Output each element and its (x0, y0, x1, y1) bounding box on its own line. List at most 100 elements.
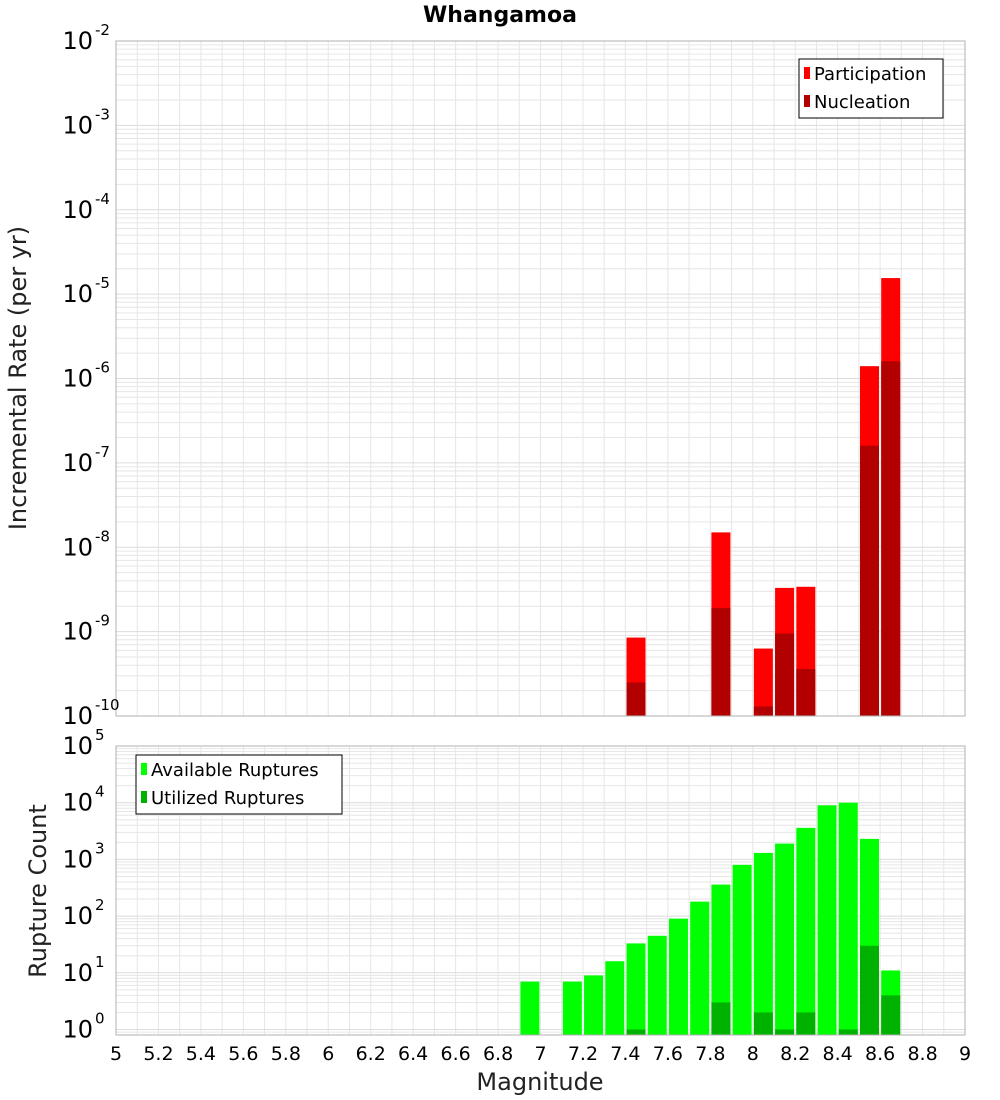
count-plot-frame (115, 745, 966, 1036)
legend-label-participation: Participation (814, 64, 926, 85)
legend-label-available: Available Ruptures (151, 760, 319, 781)
count-ytick-base: 10 (62, 732, 93, 760)
rate-bar-s1 (753, 706, 773, 716)
count-ytick-exponent: 3 (95, 839, 105, 857)
x-tick-label: 5.2 (143, 1043, 173, 1065)
rate-ytick-base: 10 (62, 533, 93, 561)
rate-bar-s1 (796, 669, 816, 716)
legend-swatch-nucleation (804, 95, 810, 107)
rate-ytick-base: 10 (62, 449, 93, 477)
count-bar-s0 (562, 981, 582, 1035)
count-ytick-base: 10 (62, 959, 93, 987)
count-bar-s1 (796, 1012, 816, 1035)
rate-plot-frame (115, 40, 966, 717)
rate-y-axis-label: Incremental Rate (per yr) (4, 226, 32, 530)
count-bar-s0 (838, 802, 858, 1035)
count-bars (520, 802, 901, 1035)
rate-ytick-exponent: -2 (95, 21, 110, 39)
count-bar-s0 (817, 805, 837, 1035)
count-bar-s0 (796, 827, 816, 1035)
count-bar-s0 (647, 935, 667, 1035)
rate-grid (116, 41, 965, 716)
x-ticks: 5 5.2 5.4 5.6 5.8 6 6.2 6.4 6.6 6.8 7 7.2 7.4 7.6 7.8 8… (110, 1043, 971, 1065)
count-legend: Available Ruptures Utilized Ruptures (135, 754, 343, 815)
rate-ytick-exponent: -4 (95, 190, 110, 208)
rate-ytick-exponent: -3 (95, 105, 110, 123)
count-bar-s0 (520, 981, 540, 1035)
count-ytick-base: 10 (62, 789, 93, 817)
rate-ytick-base: 10 (62, 27, 93, 55)
rate-ytick-exponent: -9 (95, 612, 110, 630)
count-ytick-exponent: 1 (95, 953, 105, 971)
count-bar-s1 (753, 1012, 773, 1035)
x-tick-label: 8 (747, 1043, 759, 1065)
count-ytick-base: 10 (62, 902, 93, 930)
rate-bar-s1 (626, 682, 646, 716)
rate-bars (626, 278, 901, 716)
x-axis-label: Magnitude (476, 1068, 603, 1096)
x-tick-label: 5.8 (271, 1043, 301, 1065)
rate-ytick-base: 10 (62, 196, 93, 224)
count-bar-s0 (605, 961, 625, 1035)
count-ytick-exponent: 4 (95, 783, 105, 801)
count-ytick-exponent: 0 (95, 1010, 105, 1028)
count-bar-s0 (690, 901, 710, 1035)
x-tick-label: 5 (110, 1043, 122, 1065)
rate-ytick-base: 10 (62, 280, 93, 308)
x-tick-label: 6.6 (440, 1043, 470, 1065)
rate-bar-s1 (881, 361, 901, 716)
legend-swatch-utilized (141, 791, 147, 803)
count-bar-s1 (775, 1029, 795, 1035)
count-ytick-base: 10 (62, 1016, 93, 1044)
count-bar-s0 (711, 884, 731, 1035)
count-bar-s1 (838, 1029, 858, 1035)
x-tick-label: 8.8 (907, 1043, 937, 1065)
rate-bar-s1 (711, 608, 731, 716)
rate-ytick-base: 10 (62, 702, 93, 730)
rate-bar-s1 (775, 633, 795, 716)
rate-bar-s1 (859, 445, 879, 716)
x-tick-label: 6.2 (356, 1043, 386, 1065)
rate-ytick-exponent: -7 (95, 443, 110, 461)
x-tick-label: 6 (322, 1043, 334, 1065)
x-tick-label: 9 (959, 1043, 971, 1065)
legend-label-nucleation: Nucleation (814, 92, 910, 113)
rate-ytick-base: 10 (62, 618, 93, 646)
x-tick-label: 5.6 (228, 1043, 258, 1065)
rate-ytick-base: 10 (62, 111, 93, 139)
x-tick-label: 7.2 (568, 1043, 598, 1065)
rate-legend: Participation Nucleation (798, 58, 944, 119)
count-bar-s0 (775, 843, 795, 1035)
count-bar-s1 (881, 995, 901, 1035)
count-legend-box (135, 754, 343, 815)
x-tick-label: 8.4 (823, 1043, 853, 1065)
rate-ytick-exponent: -8 (95, 527, 110, 545)
x-tick-label: 7.4 (610, 1043, 640, 1065)
rate-ytick-exponent: -10 (95, 696, 120, 714)
rate-bar-s0 (753, 648, 773, 716)
rate-ytick-base: 10 (62, 365, 93, 393)
count-ytick-exponent: 2 (95, 896, 105, 914)
count-bar-s1 (711, 1002, 731, 1035)
x-tick-label: 7.8 (695, 1043, 725, 1065)
count-bar-s1 (626, 1029, 646, 1035)
x-tick-label: 6.8 (483, 1043, 513, 1065)
x-tick-label: 7.6 (653, 1043, 683, 1065)
count-ytick-exponent: 5 (95, 726, 105, 744)
count-ytick-base: 10 (62, 845, 93, 873)
count-bar-s0 (584, 975, 604, 1035)
x-tick-label: 7 (534, 1043, 546, 1065)
count-bar-s0 (626, 943, 646, 1035)
count-y-axis-label: Rupture Count (24, 804, 52, 978)
x-tick-label: 8.6 (865, 1043, 895, 1065)
chart-title: Whangamoa (423, 3, 577, 28)
legend-swatch-available (141, 763, 147, 775)
count-bar-s1 (859, 945, 879, 1035)
x-tick-label: 8.2 (780, 1043, 810, 1065)
count-bar-s0 (668, 918, 688, 1035)
